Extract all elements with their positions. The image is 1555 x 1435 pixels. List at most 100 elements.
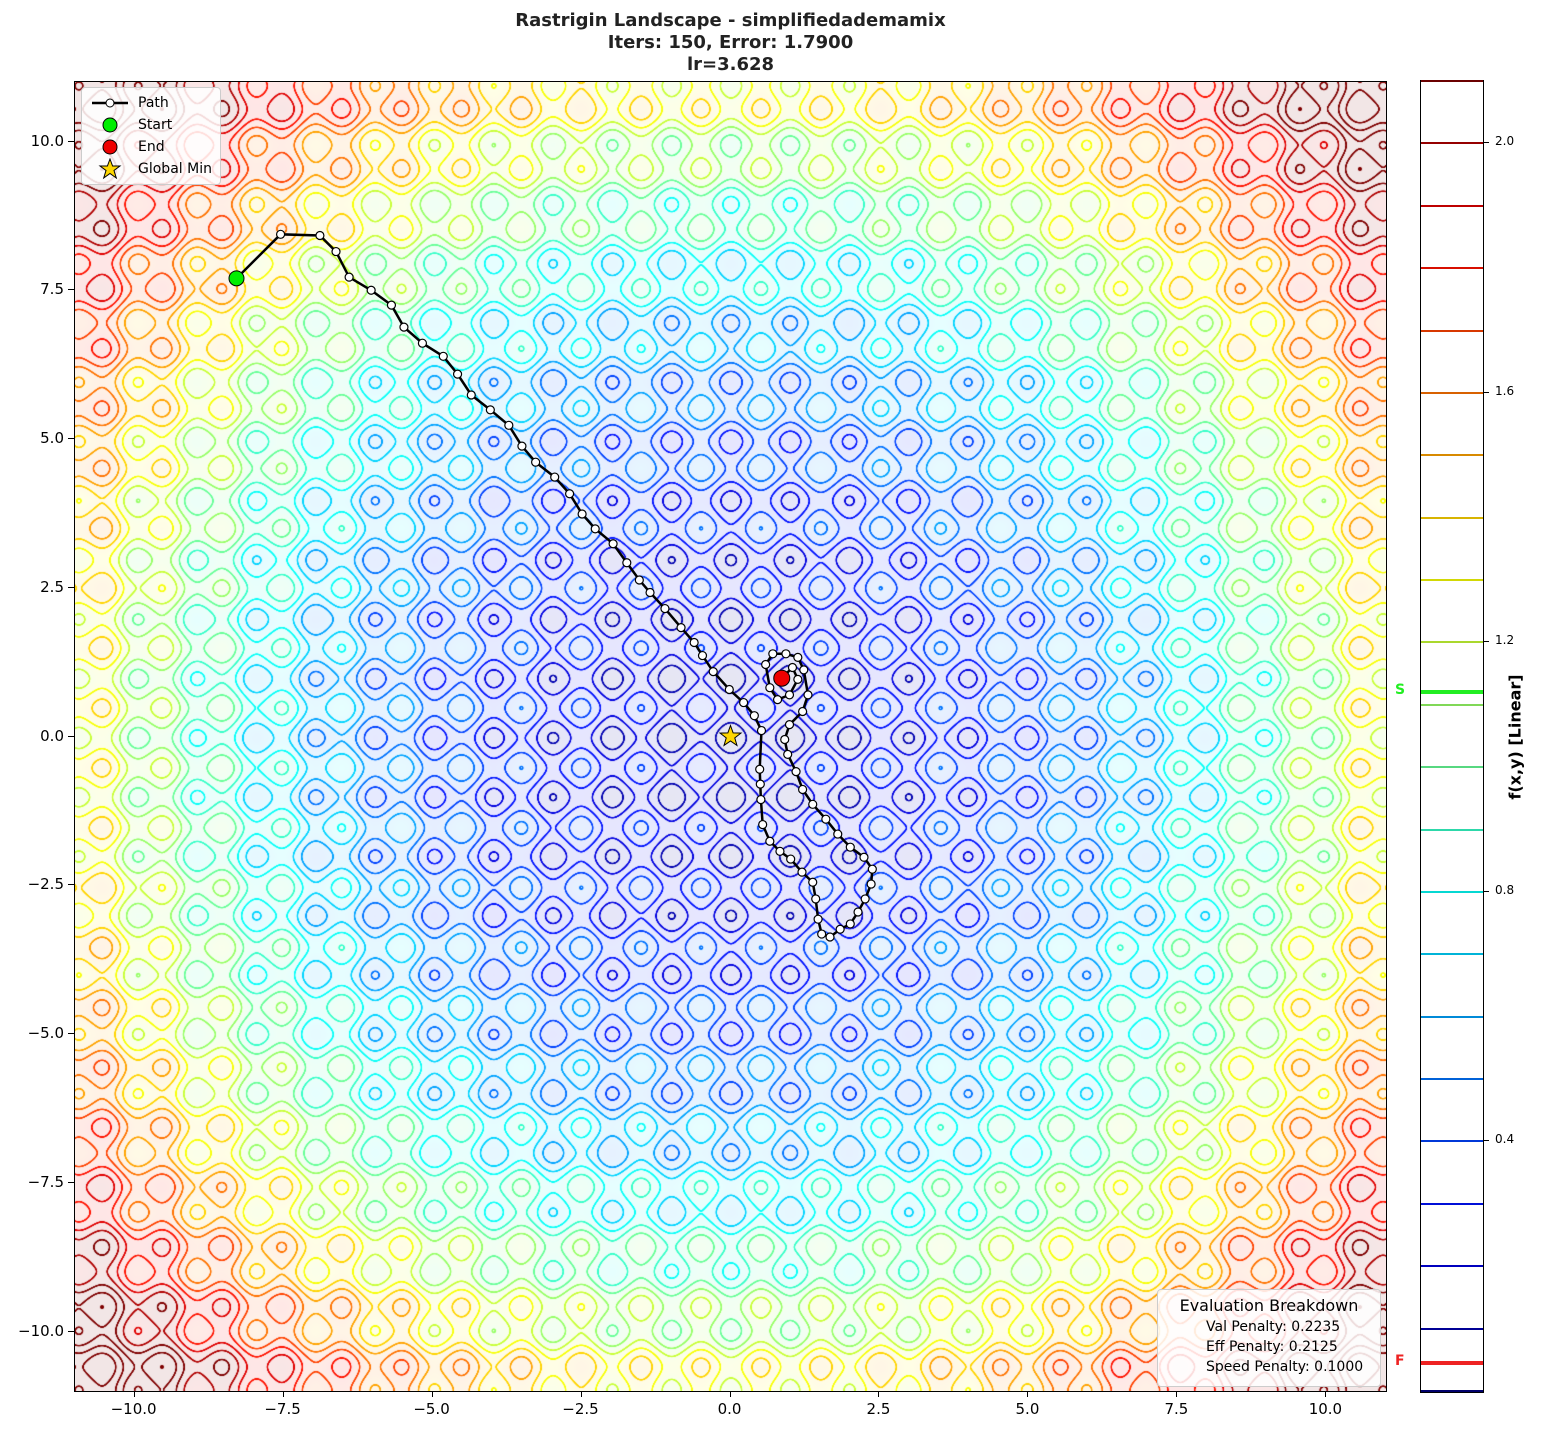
path-point: [708, 667, 718, 677]
colorbar-level-line: [1421, 80, 1483, 82]
path-point: [787, 662, 798, 673]
colorbar-label: f(x,y) [Linear]: [1505, 674, 1525, 800]
path-point: [781, 649, 791, 659]
y-tick-label: 5.0: [40, 429, 64, 447]
legend-path: Path: [90, 92, 212, 114]
colorbar-level-line: [1421, 142, 1483, 145]
path-point: [775, 846, 785, 856]
y-tick-mark: [68, 1181, 74, 1183]
path-point: [331, 246, 341, 257]
path-point: [866, 879, 876, 889]
global-min-star: [718, 724, 743, 747]
x-tick-label: 2.5: [866, 1400, 891, 1418]
colorbar-level-line: [1421, 828, 1483, 831]
y-tick-mark: [68, 884, 74, 886]
val-penalty: Val Penalty: 0.2235: [1206, 1319, 1341, 1335]
path-point: [485, 405, 495, 415]
path-point: [845, 842, 855, 852]
path-point: [755, 779, 765, 789]
path-point: [565, 489, 575, 499]
start-value-line: [1421, 690, 1483, 695]
plot-area: [74, 81, 1387, 1392]
path-point: [784, 719, 795, 730]
colorbar-tick-label: 2.0: [1495, 134, 1515, 149]
path-point: [803, 690, 813, 700]
x-tick-mark: [431, 1391, 433, 1397]
path-point: [645, 587, 655, 598]
x-tick-label: 0.0: [717, 1400, 742, 1418]
path-point: [821, 814, 831, 824]
y-tick-label: 2.5: [40, 577, 64, 596]
colorbar-level-line: [1421, 766, 1483, 769]
speed-penalty: Speed Penalty: 0.1000: [1206, 1359, 1364, 1375]
path-point: [860, 894, 870, 904]
start-marker-icon: [90, 114, 130, 136]
path-point: [660, 603, 670, 614]
end-marker-icon: [90, 136, 130, 158]
path-point: [466, 390, 476, 400]
path-point: [768, 649, 778, 659]
path-point: [780, 734, 790, 745]
end-marker: [773, 669, 791, 687]
path-overlay: [228, 229, 877, 942]
colorbar-level-line: [1421, 890, 1483, 893]
colorbar-level-line: [1421, 1327, 1483, 1330]
colorbar-level-line: [1421, 204, 1483, 207]
legend-label: End: [138, 139, 165, 155]
path-point: [798, 784, 808, 795]
x-tick-label: −10.0: [110, 1400, 157, 1418]
y-tick-label: 7.5: [40, 280, 64, 299]
colorbar: [1420, 80, 1484, 1393]
path-point: [315, 230, 325, 241]
path-point: [825, 932, 835, 942]
path-point: [749, 711, 759, 721]
star-icon: [90, 157, 130, 180]
y-tick-mark: [68, 586, 74, 588]
path-point: [786, 854, 796, 864]
path-point: [758, 819, 768, 830]
path-point: [799, 665, 809, 675]
chart-title-line3: lr=3.628: [686, 54, 775, 75]
colorbar-tick-mark: [1484, 142, 1489, 144]
path-point: [399, 322, 409, 332]
legend: Path Start End Global Min: [81, 87, 221, 185]
path-point: [622, 558, 632, 568]
start-marker: [228, 270, 245, 287]
path-point: [634, 575, 644, 585]
y-tick-label: −7.5: [27, 1172, 64, 1191]
path-point: [676, 623, 686, 633]
chart-title-line1: Rastrigin Landscape - simplifiedademamix: [515, 10, 946, 31]
x-tick-label: 7.5: [1164, 1400, 1189, 1418]
y-tick-label: −5.0: [27, 1024, 64, 1042]
colorbar-tick-mark: [1484, 890, 1489, 892]
x-tick-label: 10.0: [1308, 1400, 1343, 1418]
y-tick-mark: [68, 735, 74, 737]
x-tick-mark: [580, 1391, 582, 1397]
path-point: [793, 652, 803, 662]
colorbar-tick-mark: [1484, 1140, 1489, 1142]
path-point: [755, 764, 765, 774]
path-point: [853, 907, 863, 917]
path-point: [756, 725, 767, 736]
x-tick-label: 5.0: [1015, 1400, 1040, 1418]
x-tick-mark: [878, 1391, 880, 1397]
path-point: [791, 767, 801, 777]
path-point: [531, 457, 541, 467]
path-point: [697, 650, 708, 661]
eff-penalty: Eff Penalty: 0.2125: [1206, 1339, 1338, 1355]
x-tick-label: −2.5: [562, 1400, 599, 1418]
path-point: [344, 272, 354, 282]
y-tick-mark: [68, 140, 74, 142]
y-tick-label: 0.0: [40, 726, 64, 745]
eval-title: Evaluation Breakdown: [1179, 1296, 1359, 1315]
colorbar-level-line: [1421, 1202, 1483, 1205]
colorbar-level-line: [1421, 516, 1483, 519]
path-point: [386, 300, 397, 310]
final-marker-label: F: [1395, 1352, 1405, 1369]
path-point: [689, 637, 699, 648]
path-line: [235, 233, 874, 939]
path-point: [772, 695, 783, 705]
path-point: [793, 674, 803, 684]
colorbar-tick-mark: [1484, 391, 1489, 393]
